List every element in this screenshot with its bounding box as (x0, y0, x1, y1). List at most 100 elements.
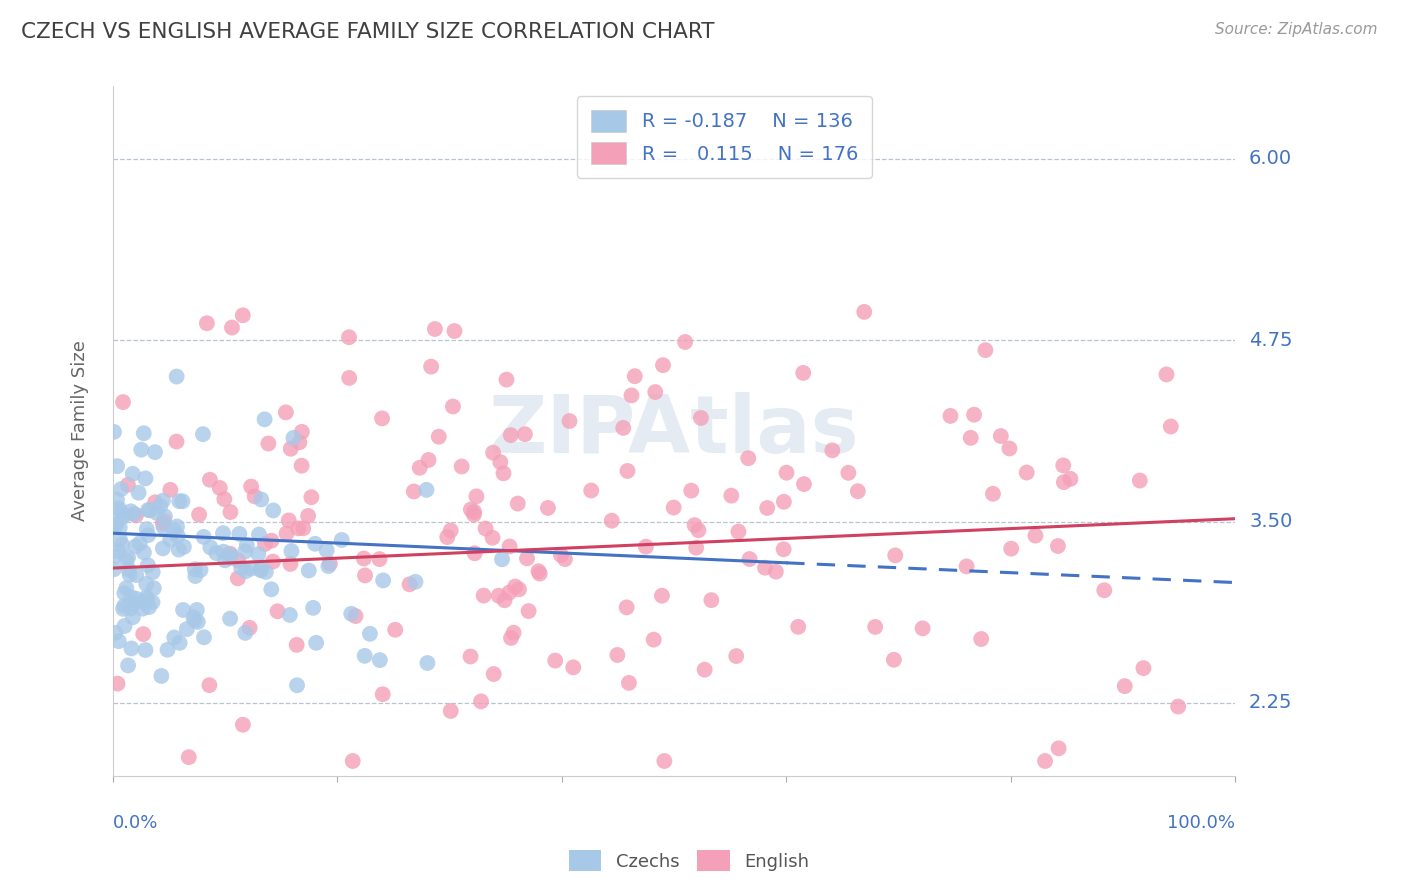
Point (121, 596, 143, 610)
Point (562, 660, 585, 674)
Point (169, 636, 191, 650)
Point (482, 667, 505, 681)
Point (772, 542, 794, 557)
Point (863, 620, 886, 634)
Point (821, 443, 844, 458)
Point (423, 322, 446, 336)
Point (319, 557, 342, 571)
Point (398, 577, 420, 591)
Point (143, 495, 166, 509)
Point (298, 564, 321, 578)
Point (529, 566, 551, 581)
Point (125, 591, 148, 606)
Point (221, 320, 243, 334)
Point (420, 359, 443, 374)
Legend: Czechs, English: Czechs, English (561, 843, 817, 879)
Point (623, 369, 645, 384)
Point (150, 669, 173, 683)
Point (353, 648, 375, 663)
Point (198, 473, 221, 487)
Point (634, 540, 657, 554)
Point (297, 508, 319, 523)
Point (460, 502, 482, 516)
Point (112, 599, 135, 613)
Point (183, 610, 205, 624)
Point (125, 568, 148, 582)
Point (450, 459, 472, 474)
Point (226, 571, 249, 585)
Point (277, 513, 299, 527)
Point (970, 632, 993, 646)
Point (1047, 741, 1070, 756)
Point (103, 562, 125, 576)
Point (460, 649, 482, 664)
Point (253, 537, 276, 551)
Point (112, 508, 135, 522)
Point (620, 388, 643, 402)
Point (260, 533, 283, 548)
Point (110, 482, 132, 496)
Point (190, 563, 212, 577)
Text: 4.75: 4.75 (1249, 331, 1292, 350)
Point (276, 526, 298, 541)
Point (112, 509, 135, 524)
Point (354, 568, 377, 582)
Point (138, 600, 160, 615)
Point (124, 540, 146, 554)
Point (228, 527, 250, 541)
Point (167, 494, 190, 508)
Text: CZECH VS ENGLISH AVERAGE FAMILY SIZE CORRELATION CHART: CZECH VS ENGLISH AVERAGE FAMILY SIZE COR… (21, 22, 714, 42)
Point (1033, 754, 1056, 768)
Point (344, 609, 367, 624)
Point (550, 548, 572, 562)
Point (166, 434, 188, 449)
Point (643, 632, 665, 647)
Point (117, 478, 139, 492)
Point (132, 595, 155, 609)
Point (470, 694, 492, 708)
Point (474, 522, 496, 536)
Point (787, 620, 810, 634)
Point (166, 519, 188, 533)
Point (652, 358, 675, 372)
Point (166, 369, 188, 384)
Point (337, 330, 360, 344)
Point (128, 536, 150, 550)
Point (136, 558, 159, 573)
Point (132, 426, 155, 441)
Point (152, 541, 174, 556)
Point (1015, 466, 1038, 480)
Point (683, 518, 706, 533)
Point (176, 622, 198, 636)
Point (939, 409, 962, 423)
Point (517, 604, 540, 618)
Point (508, 582, 530, 597)
Point (464, 546, 486, 560)
Point (134, 471, 156, 485)
Point (499, 631, 522, 645)
Point (1059, 472, 1081, 486)
Point (427, 430, 450, 444)
Point (492, 467, 515, 481)
Point (1000, 541, 1022, 556)
Text: 0.0%: 0.0% (112, 814, 159, 832)
Point (103, 425, 125, 439)
Point (416, 656, 439, 670)
Point (792, 366, 814, 380)
Point (159, 483, 181, 497)
Point (243, 489, 266, 503)
Point (537, 500, 560, 515)
Point (738, 552, 761, 566)
Point (120, 641, 142, 656)
Point (371, 411, 394, 425)
Point (371, 687, 394, 701)
Point (725, 649, 748, 664)
Point (212, 526, 235, 541)
Point (371, 574, 394, 588)
Point (727, 524, 749, 539)
Point (231, 561, 253, 575)
Point (232, 717, 254, 731)
Point (136, 592, 159, 607)
Point (183, 614, 205, 628)
Point (233, 626, 256, 640)
